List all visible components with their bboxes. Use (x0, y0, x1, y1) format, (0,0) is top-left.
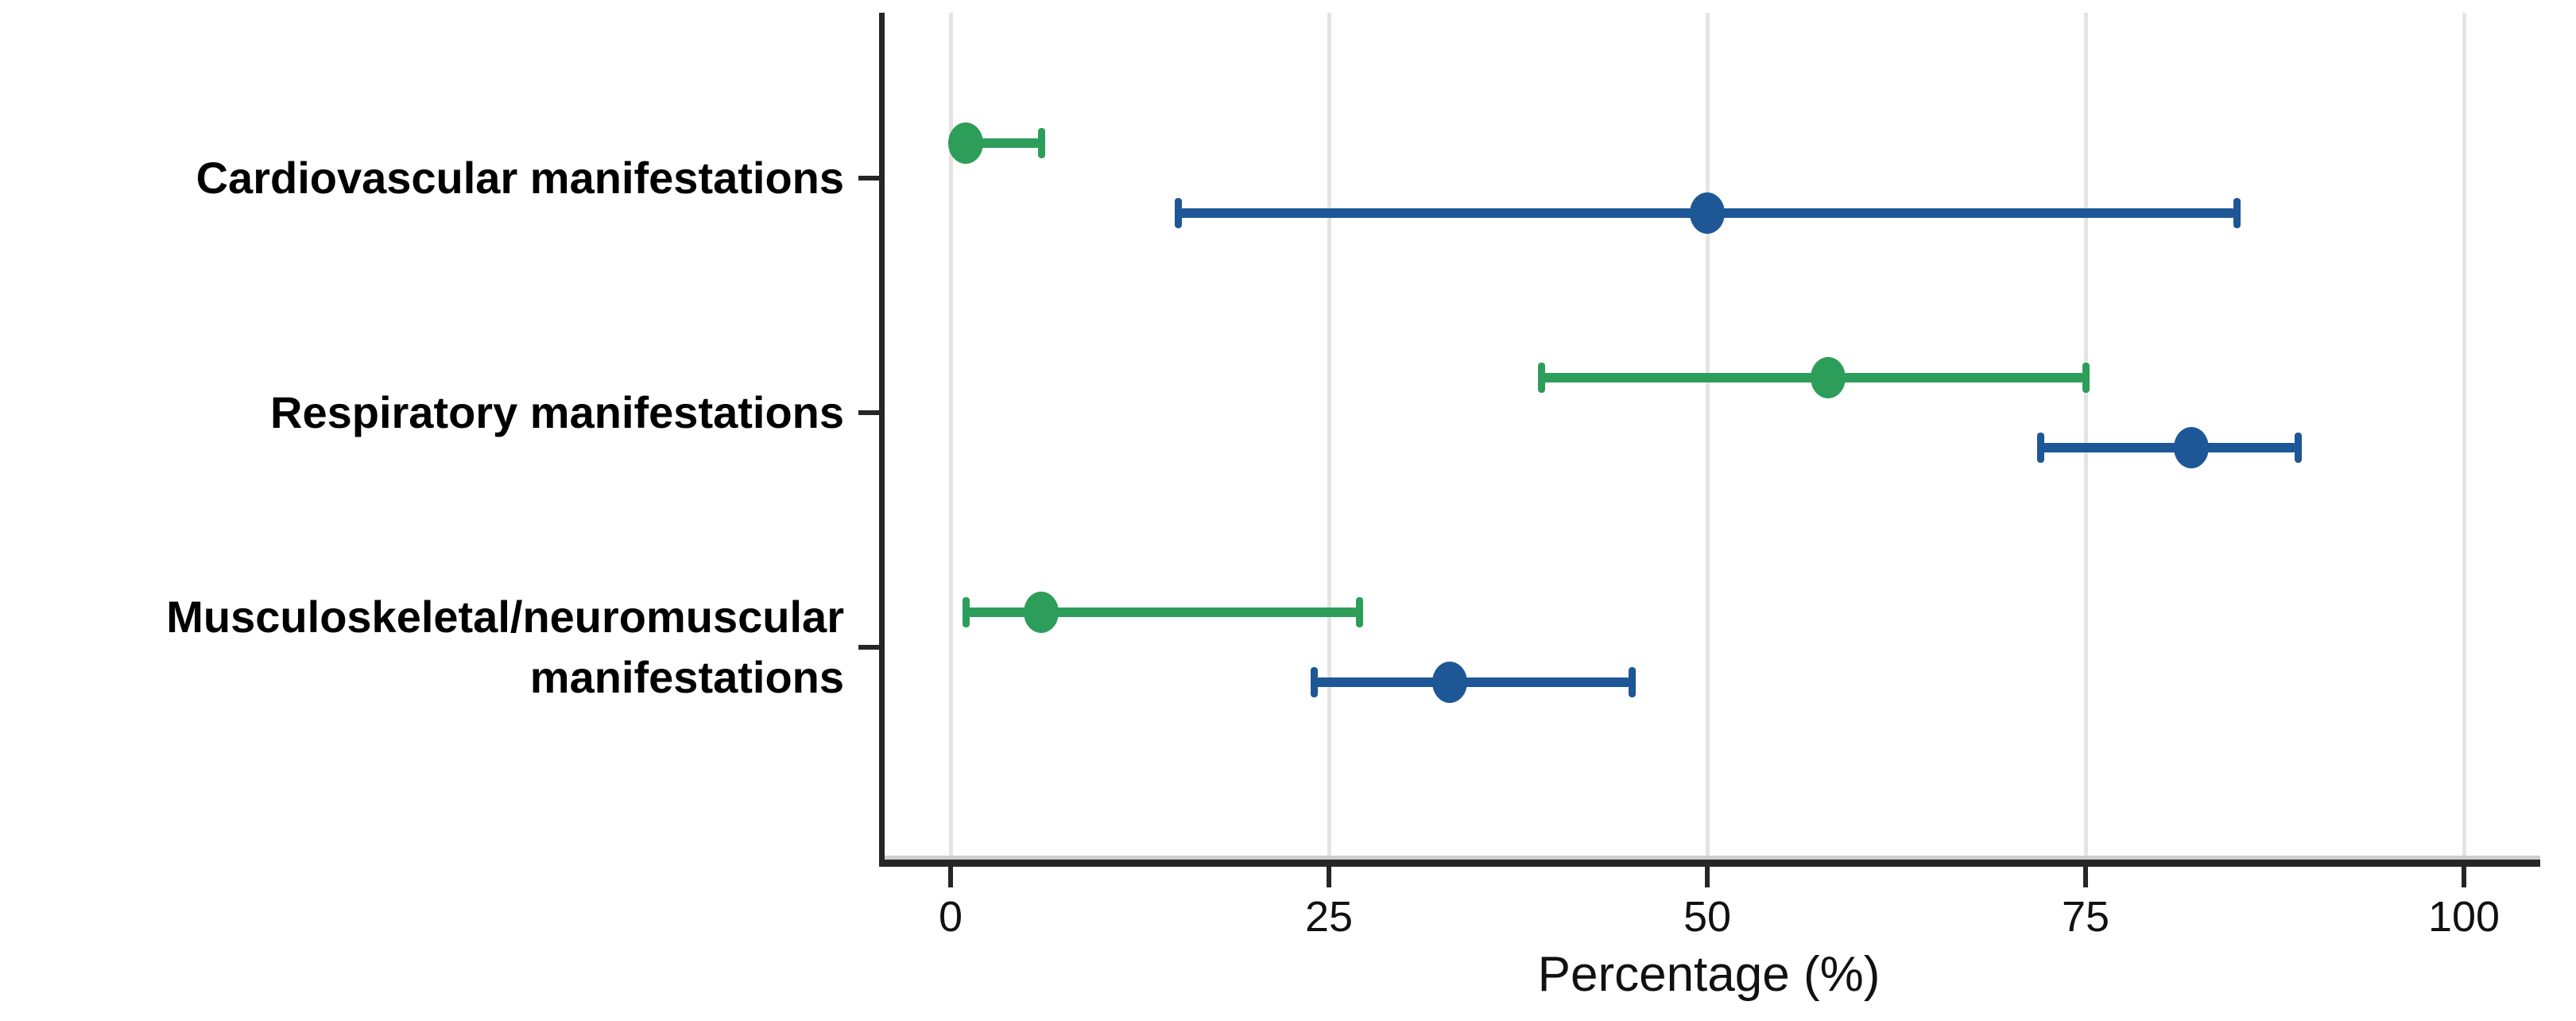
error-bar-cap-low (963, 597, 970, 627)
error-bar-cap-high (1038, 128, 1046, 158)
data-point (1024, 592, 1059, 633)
error-bar-cap-low (1537, 363, 1545, 393)
data-point (1432, 662, 1468, 703)
error-bar (1313, 677, 1632, 687)
error-bar-cap-high (2233, 198, 2241, 228)
x-axis-tick (1705, 867, 1710, 887)
x-axis-title: Percentage (%) (1537, 947, 1881, 1002)
x-tick-label: 50 (1683, 893, 1732, 941)
category-label: Cardiovascular manifestations (196, 153, 844, 203)
x-tick-label: 0 (938, 893, 963, 941)
y-axis-tick (858, 410, 879, 415)
grid-line (1706, 13, 1710, 860)
category-label: Musculoskeletal/neuromuscular manifestati… (166, 592, 844, 702)
x-axis-tick (1327, 867, 1331, 887)
error-bar (2039, 443, 2298, 452)
x-axis-tick (2462, 867, 2466, 887)
x-tick-label: 75 (2061, 893, 2110, 941)
x-tick-label: 100 (2427, 893, 2500, 941)
error-bar-cap-high (1356, 597, 1364, 627)
grid-line (949, 13, 953, 860)
y-axis-tick (858, 176, 879, 181)
error-bar-cap-high (1628, 667, 1636, 697)
grid-line (2462, 13, 2466, 860)
data-point (948, 122, 984, 164)
grid-line (1327, 13, 1331, 860)
grid-line (2084, 13, 2088, 860)
error-bar-cap-high (2294, 433, 2302, 463)
x-tick-label: 25 (1304, 893, 1354, 941)
x-axis-line (879, 860, 2540, 867)
error-bar-cap-low (2036, 433, 2044, 463)
error-bar (966, 608, 1360, 617)
data-point (2174, 427, 2210, 468)
data-point (1811, 357, 1846, 398)
error-bar-cap-high (2082, 363, 2090, 393)
y-axis-line (879, 13, 885, 867)
x-axis-shadow (879, 856, 2540, 860)
category-label: Respiratory manifestations (270, 387, 844, 437)
error-bar-cap-low (1310, 667, 1318, 697)
data-point (1690, 192, 1725, 234)
y-axis-tick (858, 645, 879, 650)
error-bar-cap-low (1174, 198, 1182, 228)
x-axis-tick (2083, 867, 2088, 887)
x-axis-tick (948, 867, 953, 887)
